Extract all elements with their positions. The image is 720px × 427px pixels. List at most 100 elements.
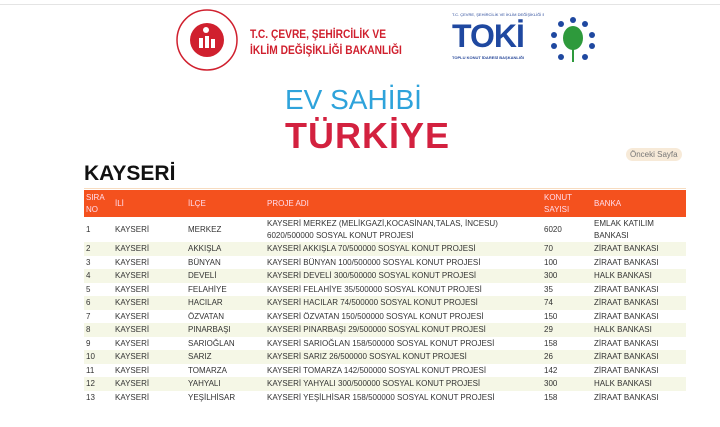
cell-proje-adi: KAYSERİ TOMARZA 142/500000 SOSYAL KONUT … xyxy=(267,365,487,375)
table-row: 10 KAYSERİ SARIZ KAYSERİ SARIZ 26/500000 SO… xyxy=(84,350,686,364)
cell-proje-adi: KAYSERİ AKKIŞLA 70/500000 SOSYAL KONUT P… xyxy=(265,242,542,256)
cell-sira-no: 1 xyxy=(86,224,91,234)
title-divider xyxy=(84,188,686,189)
page-title: KAYSERİ xyxy=(84,162,176,185)
cell-proje-adi: KAYSERİ SARIOĞLAN 158/500000 SOSYAL KONU… xyxy=(267,338,495,348)
toki-tree-icon xyxy=(551,17,595,62)
cell-banka: HALK BANKASI xyxy=(592,269,686,283)
cell-konut-sayisi: 70 xyxy=(542,242,592,256)
toki-subtitle: TOPLU KONUT İDARESİ BAŞKANLIĞI xyxy=(452,55,525,60)
cell-banka: ZİRAAT BANKASI xyxy=(592,296,686,310)
cell-konut-sayisi: 158 xyxy=(544,392,558,402)
cell-banka: EMLAK KATILIM BANKASI xyxy=(594,218,654,240)
cell-sira-no: 9 xyxy=(86,338,91,348)
toki-logo: T.C. ÇEVRE, ŞEHİRCİLİK VE İKLİM DEĞİŞİKL… xyxy=(452,12,544,60)
cell-banka: ZİRAAT BANKASI xyxy=(594,365,659,375)
cell-ilce: YAHYALI xyxy=(186,377,265,391)
cell-banka: ZİRAAT BANKASI xyxy=(594,257,659,267)
cell-konut-sayisi: 300 xyxy=(542,269,592,283)
cell-proje-adi: KAYSERİ DEVELİ 300/500000 SOSYAL KONUT P… xyxy=(265,269,542,283)
cell-sira-no: 6 xyxy=(84,296,113,310)
table-row: 6 KAYSERİ HACILAR KAYSERİ HACILAR 74/500000… xyxy=(84,296,686,310)
cell-proje-adi: KAYSERİ SARIZ 26/500000 SOSYAL KONUT PRO… xyxy=(265,350,542,364)
cell-banka: ZİRAAT BANKASI xyxy=(592,242,686,256)
table-row: 1 KAYSERİ MERKEZ KAYSERİ MERKEZ (MELİKGAZİ,… xyxy=(84,217,686,242)
table-row: 8 KAYSERİ PINARBAŞI KAYSERİ PINARBAŞI 29/50… xyxy=(84,323,686,337)
cell-ili: KAYSERİ xyxy=(113,350,186,364)
cell-banka: HALK BANKASI xyxy=(592,323,686,337)
cell-ili: KAYSERİ xyxy=(113,269,186,283)
cell-ilce: FELAHİYE xyxy=(188,284,227,294)
campaign-title-line1: EV SAHİBİ xyxy=(285,84,422,115)
cell-konut-sayisi: 158 xyxy=(544,338,558,348)
ministry-line-2: İKLİM DEĞİŞİKLİĞİ BAKANLIĞI xyxy=(250,43,402,57)
cell-ilce: ÖZVATAN xyxy=(188,311,224,321)
cell-proje-adi: KAYSERİ YAHYALI 300/500000 SOSYAL KONUT … xyxy=(265,377,542,391)
cell-ili: KAYSERİ xyxy=(113,323,186,337)
table-row: 11 KAYSERİ TOMARZA KAYSERİ TOMARZA 142/5000… xyxy=(84,364,686,378)
cell-proje-adi: KAYSERİ YEŞİLHİSAR 158/500000 SOSYAL KON… xyxy=(267,392,495,402)
cell-banka: ZİRAAT BANKASI xyxy=(594,311,659,321)
cell-banka: ZİRAAT BANKASI xyxy=(594,392,659,402)
toki-ministry-small: T.C. ÇEVRE, ŞEHİRCİLİK VE İKLİM DEĞİŞİKL… xyxy=(452,12,544,17)
ministry-line-1: T.C. ÇEVRE, ŞEHİRCİLİK VE xyxy=(250,27,387,41)
column-header-banka: BANKA xyxy=(592,190,686,217)
previous-page-button[interactable]: Önceki Sayfa xyxy=(626,148,682,161)
cell-ilce: AKKIŞLA xyxy=(186,242,265,256)
top-divider xyxy=(0,4,720,5)
cell-ilce: YEŞİLHİSAR xyxy=(188,392,236,402)
cell-ili: KAYSERİ xyxy=(115,338,150,348)
cell-sira-no: 7 xyxy=(86,311,91,321)
cell-ilce: BÜNYAN xyxy=(188,257,221,267)
cell-sira-no: 4 xyxy=(84,269,113,283)
column-header-ilce: İLÇE xyxy=(186,190,265,217)
cell-ilce: PINARBAŞI xyxy=(186,323,265,337)
cell-konut-sayisi: 6020 xyxy=(544,224,562,234)
ministry-emblem-logo xyxy=(176,9,238,71)
cell-ili: KAYSERİ xyxy=(113,242,186,256)
cell-ili: KAYSERİ xyxy=(115,311,150,321)
cell-sira-no: 3 xyxy=(86,257,91,267)
column-header-konut-sayisi: KONUT SAYISI xyxy=(542,190,592,217)
cell-proje-adi: KAYSERİ MERKEZ (MELİKGAZİ,KOCASİNAN,TALA… xyxy=(267,218,498,240)
column-header-proje-adi: PROJE ADI xyxy=(265,190,542,217)
cell-konut-sayisi: 142 xyxy=(544,365,558,375)
cell-ilce: TOMARZA xyxy=(188,365,227,375)
cell-ilce: HACILAR xyxy=(186,296,265,310)
table-row: 7 KAYSERİ ÖZVATAN KAYSERİ ÖZVATAN 150/50000… xyxy=(84,310,686,324)
cell-banka: ZİRAAT BANKASI xyxy=(592,350,686,364)
table-row: 4 KAYSERİ DEVELİ KAYSERİ DEVELİ 300/500000 … xyxy=(84,269,686,283)
cell-ilce: DEVELİ xyxy=(186,269,265,283)
cell-sira-no: 10 xyxy=(84,350,113,364)
table-header-row: SIRA NO İLİ İLÇE PROJE ADI KONUT SAYISI BANKA xyxy=(84,190,686,217)
table-row: 5 KAYSERİ FELAHİYE KAYSERİ FELAHİYE 35/5000… xyxy=(84,283,686,297)
cell-proje-adi: KAYSERİ BÜNYAN 100/500000 SOSYAL KONUT P… xyxy=(267,257,481,267)
column-header-sira-no: SIRA NO xyxy=(84,190,113,217)
column-header-ili: İLİ xyxy=(113,190,186,217)
cell-sira-no: 5 xyxy=(86,284,91,294)
cell-banka: ZİRAAT BANKASI xyxy=(594,338,659,348)
cell-ili: KAYSERİ xyxy=(115,284,150,294)
cell-ili: KAYSERİ xyxy=(113,296,186,310)
cell-ili: KAYSERİ xyxy=(113,377,186,391)
cell-sira-no: 13 xyxy=(86,392,95,402)
table-row: 13 KAYSERİ YEŞİLHİSAR KAYSERİ YEŞİLHİSAR 15… xyxy=(84,391,686,405)
cell-banka: HALK BANKASI xyxy=(592,377,686,391)
cell-ili: KAYSERİ xyxy=(115,257,150,267)
table-row: 3 KAYSERİ BÜNYAN KAYSERİ BÜNYAN 100/500000 … xyxy=(84,256,686,270)
cell-ili: KAYSERİ xyxy=(115,224,150,234)
cell-ilce: SARIZ xyxy=(186,350,265,364)
cell-konut-sayisi: 300 xyxy=(542,377,592,391)
cell-proje-adi: KAYSERİ ÖZVATAN 150/500000 SOSYAL KONUT … xyxy=(267,311,484,321)
cell-proje-adi: KAYSERİ FELAHİYE 35/500000 SOSYAL KONUT … xyxy=(267,284,482,294)
ministry-name: T.C. ÇEVRE, ŞEHİRCİLİK VE İKLİM DEĞİŞİKLİ… xyxy=(250,26,402,58)
cell-proje-adi: KAYSERİ HACILAR 74/500000 SOSYAL KONUT P… xyxy=(265,296,542,310)
table-row: 2 KAYSERİ AKKIŞLA KAYSERİ AKKIŞLA 70/500000… xyxy=(84,242,686,256)
projects-table: SIRA NO İLİ İLÇE PROJE ADI KONUT SAYISI BANKA… xyxy=(84,190,686,404)
cell-konut-sayisi: 150 xyxy=(544,311,558,321)
campaign-title-line2: TÜRKİYE xyxy=(285,115,451,156)
toki-wordmark: TOKİ xyxy=(452,18,525,54)
cell-konut-sayisi: 29 xyxy=(542,323,592,337)
cell-konut-sayisi: 26 xyxy=(542,350,592,364)
cell-proje-adi: KAYSERİ PINARBAŞI 29/500000 SOSYAL KONUT… xyxy=(265,323,542,337)
